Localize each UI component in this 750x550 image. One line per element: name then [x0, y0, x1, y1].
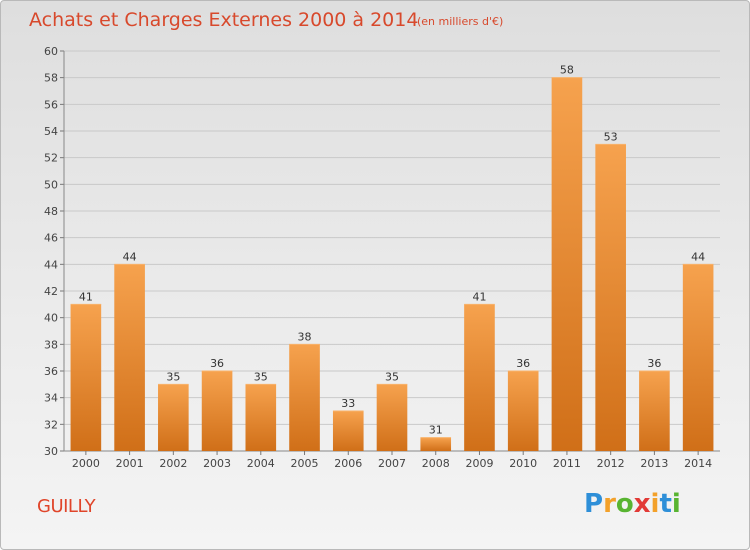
x-tick-label: 2000 — [72, 457, 100, 470]
logo-letter: P — [584, 489, 604, 519]
y-tick-label: 38 — [44, 338, 58, 351]
data-label: 36 — [647, 357, 661, 370]
y-tick-label: 48 — [44, 205, 58, 218]
x-tick-label: 2002 — [159, 457, 187, 470]
x-tick-label: 2009 — [465, 457, 493, 470]
bar — [420, 437, 452, 451]
logo-letter: i — [650, 489, 660, 519]
x-tick-label: 2004 — [247, 457, 275, 470]
bar — [639, 371, 670, 451]
y-tick-label: 52 — [44, 152, 58, 165]
y-tick-label: 30 — [44, 445, 58, 458]
data-label: 58 — [560, 64, 574, 77]
y-tick-label: 60 — [44, 45, 58, 58]
logo-letter: t — [659, 489, 672, 519]
bar — [201, 371, 233, 451]
y-tick-label: 58 — [44, 72, 58, 85]
chart-subtitle: (en milliers d'€) — [417, 15, 504, 28]
logo-letter: x — [633, 489, 651, 519]
data-label: 35 — [385, 370, 399, 383]
x-tick-label: 2013 — [640, 457, 668, 470]
axes: 30 32 34 36 38 40 42 44 46 48 50 52 54 56 58 60 2000 2001… — [44, 45, 720, 470]
x-tick-label: 2010 — [509, 457, 537, 470]
y-tick-label: 32 — [44, 418, 58, 431]
x-tick-label: 2005 — [291, 457, 319, 470]
bar — [70, 304, 102, 451]
y-tick-label: 44 — [44, 258, 58, 271]
data-label: 35 — [254, 370, 268, 383]
y-tick-label: 46 — [44, 232, 58, 245]
bar — [551, 77, 583, 452]
bar — [464, 304, 495, 451]
y-tick-label: 50 — [44, 178, 58, 191]
bar — [332, 411, 364, 451]
y-tick-label: 56 — [44, 98, 58, 111]
logo-letter: o — [615, 489, 634, 519]
labels: 41 44 35 36 35 38 33 35 31 41 36 58 53 36 44 — [79, 64, 705, 437]
chart-title: Achats et Charges Externes 2000 à 2014 — [29, 9, 419, 31]
data-label: 41 — [79, 290, 93, 303]
proxiti-logo: Proxiti — [584, 489, 681, 519]
data-label: 44 — [691, 250, 705, 263]
bar — [682, 264, 714, 451]
data-label: 35 — [166, 370, 180, 383]
y-tick-label: 34 — [44, 392, 58, 405]
bar — [595, 144, 626, 452]
bar — [376, 384, 408, 451]
bar — [289, 344, 320, 451]
data-label: 33 — [341, 397, 355, 410]
x-tick-label: 2003 — [203, 457, 231, 470]
logo-letter: r — [603, 489, 616, 519]
x-tick-label: 2014 — [684, 457, 712, 470]
bar — [507, 371, 539, 451]
data-label: 31 — [429, 424, 443, 437]
bar — [158, 384, 189, 451]
bar — [245, 384, 277, 451]
x-tick-label: 2006 — [334, 457, 362, 470]
data-label: 36 — [516, 357, 530, 370]
bars — [70, 77, 714, 452]
x-tick-label: 2012 — [597, 457, 625, 470]
bar — [114, 264, 145, 451]
data-label: 53 — [604, 130, 618, 143]
x-tick-label: 2007 — [378, 457, 406, 470]
data-label: 44 — [123, 250, 137, 263]
x-tick-label: 2001 — [116, 457, 144, 470]
y-tick-label: 42 — [44, 285, 58, 298]
y-tick-label: 54 — [44, 125, 58, 138]
data-label: 38 — [298, 330, 312, 343]
data-label: 36 — [210, 357, 224, 370]
y-tick-label: 36 — [44, 365, 58, 378]
x-tick-label: 2008 — [422, 457, 450, 470]
data-label: 41 — [472, 290, 486, 303]
x-tick-label: 2011 — [553, 457, 581, 470]
logo-letter: i — [671, 489, 681, 519]
commune-name: GUILLY — [37, 496, 96, 517]
y-tick-label: 40 — [44, 312, 58, 325]
